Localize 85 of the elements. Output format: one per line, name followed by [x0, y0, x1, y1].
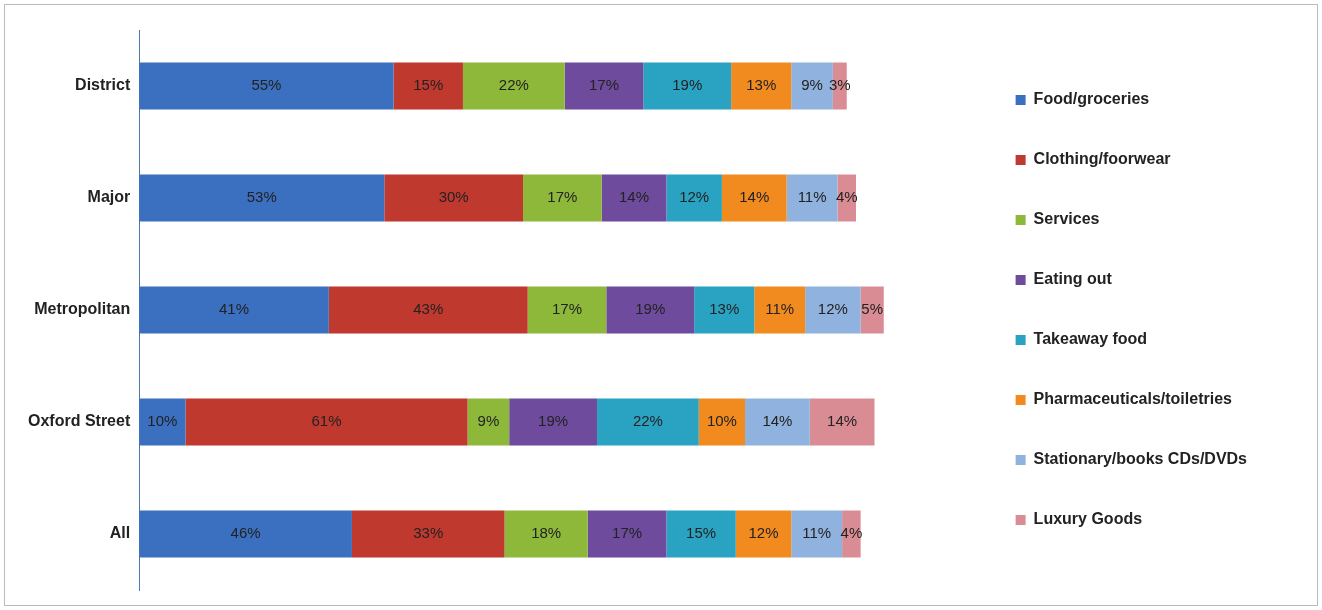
bar [666, 510, 736, 558]
data-label: 33% [413, 524, 444, 542]
data-label: 46% [230, 524, 261, 542]
legend-label: Takeaway food [1033, 330, 1148, 348]
bar [698, 398, 746, 446]
data-label: 22% [498, 76, 529, 94]
bar [527, 286, 607, 334]
bar [745, 398, 810, 446]
bar [523, 174, 602, 222]
bar [328, 286, 528, 334]
data-label: 12% [817, 300, 848, 318]
bar [351, 510, 505, 558]
bar [139, 62, 394, 110]
data-label: 15% [413, 76, 444, 94]
data-label: 13% [746, 76, 777, 94]
data-label: 18% [531, 524, 562, 542]
bar [185, 398, 468, 446]
data-label: 14% [619, 188, 650, 206]
bar [735, 510, 792, 558]
data-label: 17% [612, 524, 643, 542]
data-label: 19% [635, 300, 666, 318]
legend-label: Food/groceries [1033, 90, 1150, 108]
bar [504, 510, 588, 558]
data-label: 11% [802, 524, 832, 542]
legend-label: Clothing/foorwear [1033, 150, 1171, 168]
bar [601, 174, 667, 222]
legend-label: Pharmaceuticals/toiletries [1033, 390, 1233, 408]
bar [597, 398, 699, 446]
legend-label: Services [1033, 210, 1100, 228]
data-label: 17% [551, 300, 583, 318]
y-tick-label: District [75, 76, 131, 94]
bar [606, 286, 695, 334]
data-label: 15% [686, 524, 717, 542]
data-label: 14% [739, 188, 770, 206]
bar [666, 174, 722, 222]
data-label: 10% [147, 412, 178, 430]
data-label: 55% [251, 76, 282, 94]
y-tick-label: Metropolitan [34, 300, 131, 318]
legend-label: Stationary/books CDs/DVDs [1033, 450, 1248, 468]
data-label: 5% [861, 300, 884, 318]
data-label: 19% [538, 412, 569, 430]
data-label: 12% [748, 524, 779, 542]
data-label: 13% [709, 300, 740, 318]
bar [694, 286, 755, 334]
data-label: 43% [413, 300, 444, 318]
legend-label: Luxury Goods [1033, 510, 1143, 528]
legend-label: Eating out [1033, 270, 1113, 288]
bar [786, 174, 838, 222]
data-label: 30% [438, 188, 469, 206]
bar [139, 174, 385, 222]
data-label: 9% [477, 412, 500, 430]
data-label: 19% [672, 76, 703, 94]
bar [754, 286, 806, 334]
data-label: 14% [762, 412, 793, 430]
bar [139, 286, 329, 334]
bar [721, 174, 787, 222]
bar [462, 62, 565, 110]
bar [139, 398, 186, 446]
data-label: 41% [219, 300, 250, 318]
data-label: 22% [632, 412, 663, 430]
data-label: 10% [706, 412, 737, 430]
bar [860, 286, 884, 334]
bar [384, 174, 524, 222]
data-label: 9% [801, 76, 823, 94]
data-label: 11% [765, 300, 795, 318]
y-tick-label: All [109, 524, 131, 542]
bar [809, 398, 875, 446]
bar [139, 510, 352, 558]
bar [564, 62, 644, 110]
data-label: 14% [827, 412, 858, 430]
bar [509, 398, 598, 446]
bar [393, 62, 463, 110]
data-label: 11% [797, 188, 827, 206]
data-label: 12% [679, 188, 710, 206]
bar [467, 398, 510, 446]
y-tick-label: Major [87, 188, 131, 206]
data-label: 53% [246, 188, 277, 206]
bar [643, 62, 732, 110]
y-tick-label: Oxford Street [27, 412, 131, 430]
bar [731, 62, 792, 110]
data-label: 61% [311, 412, 342, 430]
bar [805, 286, 861, 334]
data-label: 17% [588, 76, 619, 94]
bar [587, 510, 667, 558]
data-label: 17% [547, 188, 578, 206]
